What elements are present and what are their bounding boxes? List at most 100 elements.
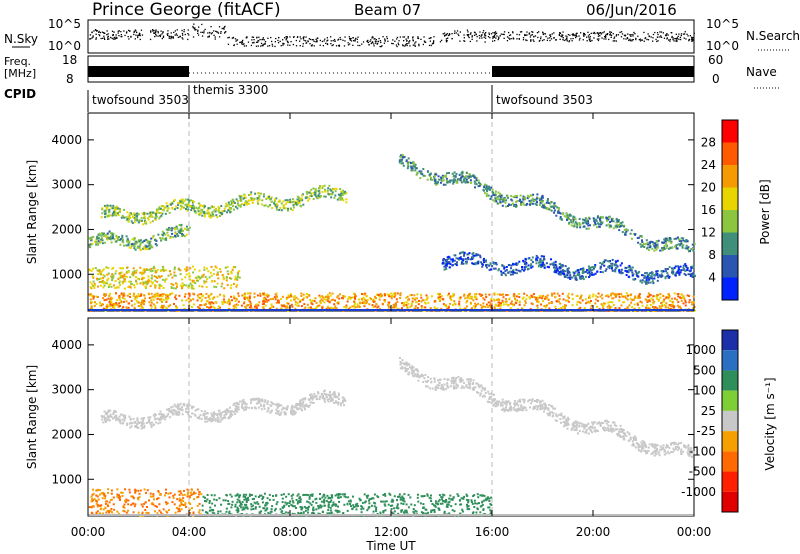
power-cell xyxy=(233,282,235,285)
power-cell xyxy=(463,294,466,297)
power-cell xyxy=(485,264,488,266)
nsky-point xyxy=(382,36,384,38)
power-cell xyxy=(572,215,575,218)
power-cell xyxy=(326,299,329,302)
power-cell xyxy=(571,276,574,279)
power-cell xyxy=(209,303,212,306)
power-cell xyxy=(235,298,238,301)
power-cell xyxy=(399,293,402,296)
power-cell xyxy=(114,272,117,275)
nsky-panel-frame xyxy=(87,19,695,54)
nsky-point xyxy=(172,37,174,39)
nsky-point xyxy=(613,36,616,38)
power-cell xyxy=(106,279,109,282)
power-cell xyxy=(234,205,237,208)
power-cell xyxy=(475,293,478,296)
velocity-cell xyxy=(138,492,141,495)
power-cell xyxy=(494,190,497,193)
power-cell xyxy=(521,268,524,271)
power-cell xyxy=(204,304,206,306)
power-cell xyxy=(633,303,636,306)
nsky-point xyxy=(493,34,496,36)
nsky-point xyxy=(553,37,555,39)
power-cell xyxy=(589,274,591,277)
power-cell xyxy=(573,274,576,277)
power-cell xyxy=(674,265,677,268)
power-cell xyxy=(233,306,236,308)
power-cell xyxy=(192,204,194,207)
power-cell xyxy=(647,292,650,295)
power-cell xyxy=(593,220,596,223)
power-cell xyxy=(666,268,669,271)
power-cell xyxy=(139,266,142,269)
power-cell xyxy=(297,201,300,204)
power-cell xyxy=(454,174,457,177)
nsky-point xyxy=(111,37,113,39)
nsky-point xyxy=(409,45,411,47)
power-cell xyxy=(153,265,156,268)
nsky-point xyxy=(518,34,521,36)
power-cell xyxy=(443,265,446,268)
power-cell xyxy=(220,285,223,288)
power-cell xyxy=(259,192,262,195)
power-cell xyxy=(546,208,549,211)
power-cell xyxy=(99,241,102,243)
power-cell xyxy=(437,292,439,295)
power-cell xyxy=(663,241,666,244)
power-cell xyxy=(608,216,611,219)
power-cell xyxy=(458,297,461,300)
power-cell xyxy=(587,220,589,222)
power-cell xyxy=(473,176,476,179)
power-cell xyxy=(126,294,129,297)
power-cell xyxy=(217,206,220,209)
power-cell xyxy=(218,210,221,213)
power-cell xyxy=(463,251,466,254)
power-cell xyxy=(602,305,604,308)
power-cell xyxy=(539,204,541,207)
power-cell xyxy=(587,224,590,227)
nsky-point xyxy=(631,39,633,41)
nsky-point xyxy=(263,39,265,41)
power-cell xyxy=(226,205,229,207)
power-cell xyxy=(180,223,183,226)
power-cell xyxy=(494,303,497,306)
power-cell xyxy=(195,279,198,282)
nsky-point xyxy=(686,33,688,35)
nsky-point xyxy=(516,33,518,36)
power-cell xyxy=(528,199,531,202)
power-cell xyxy=(118,208,121,211)
power-cell xyxy=(589,307,592,310)
nsky-point xyxy=(92,35,94,37)
nsky-point xyxy=(347,44,350,46)
power-cell xyxy=(259,294,262,297)
nsky-point xyxy=(378,37,380,40)
power-cell xyxy=(650,297,653,300)
power-cell xyxy=(505,294,508,296)
power-cell xyxy=(153,296,156,299)
power-cell xyxy=(551,205,553,208)
power-cell xyxy=(248,295,251,298)
power-cell xyxy=(541,200,544,203)
power-cell xyxy=(275,296,278,299)
nsky-point xyxy=(455,32,457,34)
nsky-point xyxy=(98,34,100,36)
power-cell xyxy=(179,201,182,204)
power-cell xyxy=(445,175,447,178)
power-cell xyxy=(490,268,493,271)
power-cell xyxy=(370,298,373,301)
nsky-point xyxy=(402,36,404,38)
power-cell xyxy=(596,296,599,299)
power-cell xyxy=(108,305,111,308)
power-cell xyxy=(111,302,114,305)
power-cell xyxy=(103,299,106,302)
power-cell xyxy=(115,214,118,217)
power-cell xyxy=(558,298,561,300)
power-cell xyxy=(683,272,686,275)
power-cell xyxy=(88,293,91,296)
power-cell xyxy=(225,276,228,279)
nsky-point xyxy=(384,38,386,40)
power-cell xyxy=(238,276,241,279)
power-cell xyxy=(614,267,617,269)
power-cell xyxy=(541,195,544,198)
power-cell xyxy=(200,300,203,303)
